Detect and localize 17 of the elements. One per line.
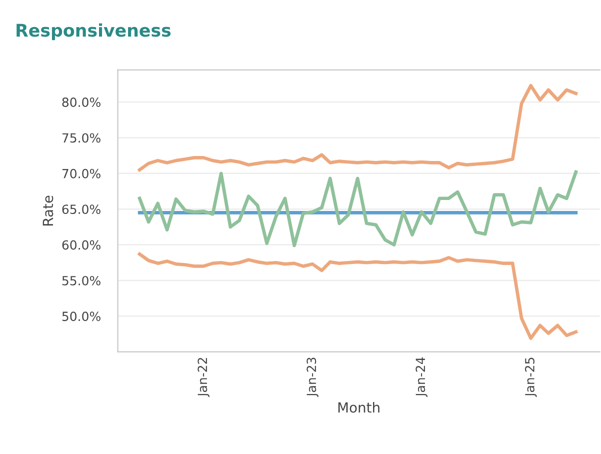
y-tick-label: 80.0%: [62, 98, 100, 107]
y-tick-label: 75.0%: [62, 133, 100, 143]
chart-title: Responsiveness: [16, 23, 171, 40]
x-axis-title: Month: [338, 402, 380, 413]
x-tick-label: Jan-22: [198, 358, 210, 398]
x-tick-label: Jan-23: [306, 358, 318, 398]
line-series: [138, 170, 578, 248]
y-tick-label: 55.0%: [62, 276, 100, 286]
x-tick-label: Jan-24: [416, 357, 428, 398]
y-tick-label: 50.0%: [62, 312, 100, 322]
line-series: [138, 84, 578, 172]
line-series: [138, 252, 578, 340]
x-tick-label: Jan-25: [524, 358, 537, 398]
y-tick-label: 65.0%: [62, 204, 100, 214]
y-tick-label: 60.0%: [62, 240, 100, 250]
y-tick-label: 70.0%: [62, 168, 100, 178]
y-axis-title: Rate: [42, 196, 54, 226]
